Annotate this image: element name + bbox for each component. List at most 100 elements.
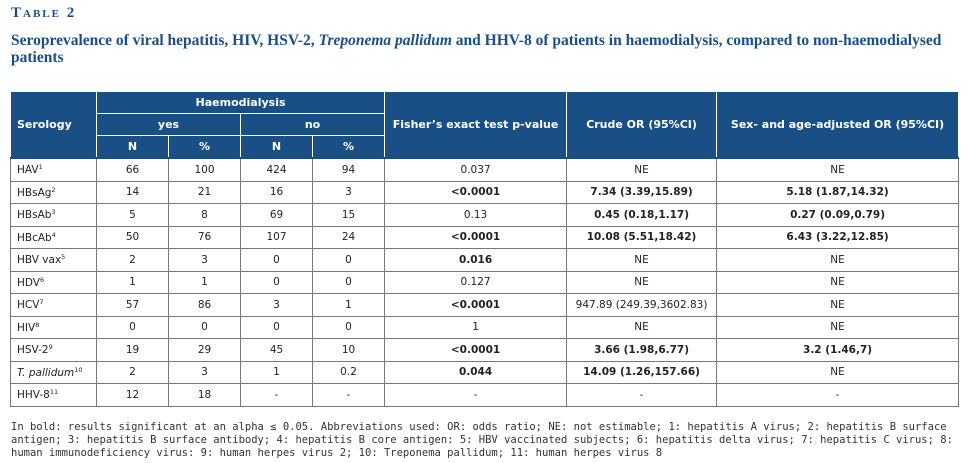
cell-yes-pct-value: 3 (201, 366, 208, 379)
cell-serology: HSV-29 (10, 338, 97, 362)
footnote-marker: 4 (51, 230, 56, 239)
cell-yes-pct: 3 (168, 360, 241, 384)
cell-yes-pct: 86 (168, 293, 241, 317)
cell-p-value-value: <0.0001 (450, 231, 501, 244)
cell-crude-or: NE (566, 270, 718, 294)
cell-adjusted-or-value: 0.27 (0.09,0.79) (790, 208, 886, 221)
cell-no-pct: - (311, 383, 386, 407)
cell-no-pct: 0 (311, 248, 386, 272)
table-title: Seroprevalence of viral hepatitis, HIV, … (11, 32, 961, 66)
cell-yes-n: 1 (96, 270, 169, 294)
cell-adjusted-or: NE (716, 270, 960, 294)
cell-serology: HIV8 (10, 315, 97, 339)
cell-no-n: 0 (240, 248, 313, 272)
cell-crude-or: 0.45 (0.18,1.17) (566, 203, 718, 227)
cell-no-n-value: 0 (273, 321, 280, 334)
cell-yes-pct-value: 100 (194, 163, 215, 176)
cell-yes-n: 0 (96, 315, 169, 339)
serology-name: HBcAb (17, 231, 52, 244)
cell-crude-or: NE (566, 157, 718, 182)
cell-serology: HBsAg2 (10, 180, 97, 204)
table-row: T. pallidum10 2 3 1 0.2 0.044 14.09 (1.26,157.… (10, 360, 960, 384)
cell-no-pct: 0 (311, 270, 386, 294)
cell-adjusted-or-value: NE (830, 366, 845, 379)
footnote-marker: 9 (48, 343, 53, 352)
serology-name: HBsAb (17, 209, 52, 222)
cell-no-pct-value: 0 (345, 276, 352, 289)
cell-no-n-value: 3 (273, 298, 280, 311)
cell-yes-pct: 18 (168, 383, 241, 407)
header-yes-n: N (96, 135, 169, 159)
cell-adjusted-or: NE (716, 360, 960, 384)
cell-adjusted-or-value: NE (830, 276, 845, 289)
serology-name: HCV (17, 299, 40, 312)
cell-p-value-value: - (473, 388, 478, 401)
cell-adjusted-or-value: 3.2 (1.46,7) (803, 343, 873, 356)
cell-yes-n: 5 (96, 203, 169, 227)
serology-name: HHV-8 (17, 389, 50, 402)
table-row: HBcAb4 50 76 107 24 <0.0001 10.08 (5.51,18.42)… (10, 225, 960, 249)
cell-no-n-value: 45 (269, 343, 284, 356)
cell-yes-n-value: 66 (125, 163, 140, 176)
title-italic-term: Treponema pallidum (318, 32, 452, 49)
cell-yes-n-value: 0 (129, 321, 136, 334)
cell-crude-or-value: NE (634, 321, 649, 334)
footnote-marker: 3 (51, 208, 56, 217)
cell-yes-pct-value: 86 (197, 298, 212, 311)
cell-yes-pct-value: 21 (197, 186, 212, 199)
cell-p-value-value: <0.0001 (450, 298, 501, 311)
cell-yes-n-value: 12 (125, 388, 140, 401)
serology-name: HBV vax (17, 254, 62, 267)
header-no-pct: % (311, 135, 386, 159)
cell-yes-pct: 0 (168, 315, 241, 339)
cell-crude-or-value: 0.45 (0.18,1.17) (594, 208, 690, 221)
cell-adjusted-or-value: NE (830, 253, 845, 266)
cell-yes-pct-value: 18 (197, 388, 212, 401)
cell-p-value: <0.0001 (384, 180, 568, 204)
footnote-marker: 10 (74, 365, 83, 374)
cell-p-value-value: 0.044 (458, 366, 493, 379)
cell-no-n: 16 (240, 180, 313, 204)
cell-crude-or: 10.08 (5.51,18.42) (566, 225, 718, 249)
cell-crude-or: 14.09 (1.26,157.66) (566, 360, 718, 384)
cell-yes-n: 2 (96, 360, 169, 384)
cell-p-value: 0.13 (384, 203, 568, 227)
cell-no-pct: 1 (311, 293, 386, 317)
cell-adjusted-or: - (716, 383, 960, 407)
cell-yes-n-value: 2 (129, 366, 136, 379)
table-label: Table 2 (11, 5, 77, 21)
cell-no-pct: 24 (311, 225, 386, 249)
cell-no-n: 69 (240, 203, 313, 227)
cell-adjusted-or-value: NE (830, 321, 845, 334)
cell-p-value: 0.127 (384, 270, 568, 294)
header-no-n: N (240, 135, 313, 159)
footnote-marker: 8 (35, 320, 40, 329)
cell-yes-n-value: 57 (125, 298, 140, 311)
cell-no-pct-value: 0 (345, 321, 352, 334)
cell-no-pct-value: 24 (341, 231, 356, 244)
header-no: no (239, 113, 386, 136)
cell-crude-or: 3.66 (1.98,6.77) (566, 338, 718, 362)
cell-no-pct-value: 3 (345, 186, 352, 199)
cell-no-n-value: 0 (273, 276, 280, 289)
cell-no-pct: 15 (311, 203, 386, 227)
cell-yes-n-value: 5 (129, 208, 136, 221)
header-yes: yes (96, 113, 241, 136)
cell-crude-or: NE (566, 315, 718, 339)
cell-crude-or: 7.34 (3.39,15.89) (566, 180, 718, 204)
cell-serology: HBV vax5 (10, 248, 97, 272)
cell-crude-or: NE (566, 248, 718, 272)
cell-no-n: 3 (240, 293, 313, 317)
cell-p-value-value: 0.127 (460, 276, 491, 289)
header-haemodialysis: Haemodialysis (95, 91, 386, 114)
cell-p-value: <0.0001 (384, 293, 568, 317)
table-row: HBsAb3 5 8 69 15 0.13 0.45 (0.18,1.17) 0.27 (0.… (10, 203, 960, 227)
cell-p-value-value: 0.016 (458, 253, 493, 266)
cell-no-pct-value: 1 (345, 298, 352, 311)
cell-p-value: 0.016 (384, 248, 568, 272)
header-yes-pct: % (168, 135, 241, 159)
cell-adjusted-or-value: - (835, 388, 840, 401)
header-adjusted-or: Sex- and age-adjusted OR (95%CI) (716, 91, 960, 159)
cell-crude-or-value: 947.89 (249.39,3602.83) (575, 298, 708, 311)
cell-p-value-value: 0.13 (463, 208, 488, 221)
